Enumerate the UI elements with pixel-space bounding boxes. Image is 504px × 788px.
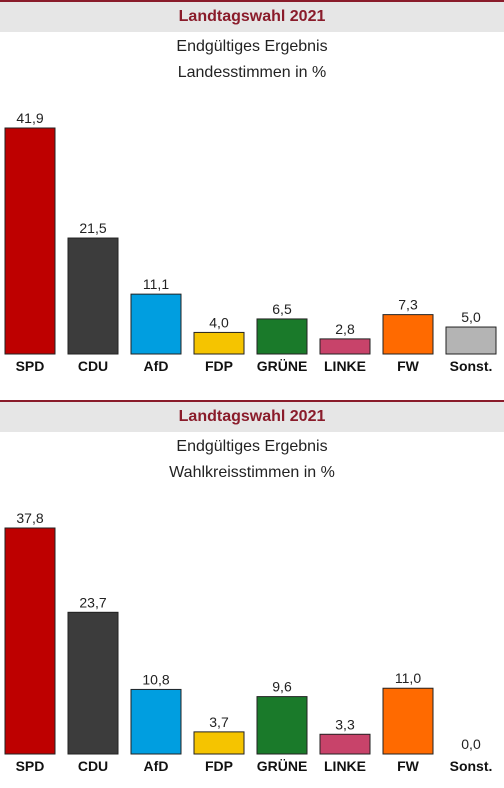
data-label: 41,9 xyxy=(16,110,43,126)
bar-fw xyxy=(382,314,434,355)
subtitle-line-2: Landesstimmen in % xyxy=(177,64,327,81)
category-label: GRÜNE xyxy=(257,358,308,374)
chart-panel-landesstimmen: Landtagswahl 2021 Endgültiges Ergebnis L… xyxy=(0,0,504,390)
bar-fdp xyxy=(193,731,245,755)
category-label: FDP xyxy=(205,758,233,774)
category-label: FW xyxy=(397,758,420,774)
category-label: SPD xyxy=(16,358,45,374)
category-label: FDP xyxy=(205,358,233,374)
category-label: AfD xyxy=(144,358,169,374)
category-label: CDU xyxy=(78,358,108,374)
data-label: 21,5 xyxy=(79,220,106,236)
subtitle-line-1: Endgültiges Ergebnis xyxy=(176,438,328,455)
chart-subtitle: Endgültiges Ergebnis Landesstimmen in % xyxy=(0,34,504,86)
data-label: 3,7 xyxy=(209,714,229,730)
bar-grüne xyxy=(256,696,308,755)
subtitle-line-2: Wahlkreisstimmen in % xyxy=(169,464,335,481)
chart-title-bar: Landtagswahl 2021 xyxy=(0,402,504,432)
data-label: 4,0 xyxy=(209,314,229,330)
data-label: 5,0 xyxy=(461,309,481,325)
bar-fdp xyxy=(193,331,245,355)
data-label: 11,1 xyxy=(143,276,169,292)
bar-spd xyxy=(4,527,56,755)
data-label: 6,5 xyxy=(272,301,292,317)
data-label: 23,7 xyxy=(79,594,106,610)
data-label: 2,8 xyxy=(335,321,355,337)
chart-title: Landtagswahl 2021 xyxy=(178,408,326,425)
data-label: 11,0 xyxy=(395,670,421,686)
data-label: 7,3 xyxy=(398,297,418,313)
bar-linke xyxy=(319,338,371,355)
bar-grüne xyxy=(256,318,308,355)
data-label: 10,8 xyxy=(142,671,169,687)
bar-linke xyxy=(319,733,371,755)
chart-panel-wahlkreisstimmen: Landtagswahl 2021 Endgültiges Ergebnis W… xyxy=(0,400,504,787)
bar-afd xyxy=(130,688,182,755)
category-label: Sonst. xyxy=(450,758,493,774)
bar-cdu xyxy=(67,611,119,755)
category-label: GRÜNE xyxy=(257,758,308,774)
category-label: AfD xyxy=(144,758,169,774)
chart-title-bar: Landtagswahl 2021 xyxy=(0,2,504,32)
category-label: SPD xyxy=(16,758,45,774)
category-label: LINKE xyxy=(324,758,366,774)
bar-sonst xyxy=(445,326,497,355)
chart-title: Landtagswahl 2021 xyxy=(178,8,326,25)
bar-cdu xyxy=(67,237,119,355)
data-label: 37,8 xyxy=(16,510,43,526)
bar-chart-landesstimmen: 41,9 SPD 21,5 CDU 11,1 AfD 4,0 FDP 6,5 GRÜNE 2,8 LI… xyxy=(4,110,497,374)
data-label: 3,3 xyxy=(335,716,355,732)
category-label: LINKE xyxy=(324,358,366,374)
data-label: 0,0 xyxy=(461,736,481,752)
bar-afd xyxy=(130,293,182,355)
data-label: 9,6 xyxy=(272,679,292,695)
chart-subtitle: Endgültiges Ergebnis Wahlkreisstimmen in… xyxy=(0,434,504,486)
subtitle-line-1: Endgültiges Ergebnis xyxy=(176,38,328,55)
bar-fw xyxy=(382,687,434,755)
bar-spd xyxy=(4,127,56,355)
category-label: CDU xyxy=(78,758,108,774)
bar-chart-wahlkreisstimmen: 37,8 SPD 23,7 CDU 10,8 AfD 3,7 FDP 9,6 GRÜNE 3,3 LI… xyxy=(4,510,493,774)
category-label: Sonst. xyxy=(450,358,493,374)
category-label: FW xyxy=(397,358,420,374)
